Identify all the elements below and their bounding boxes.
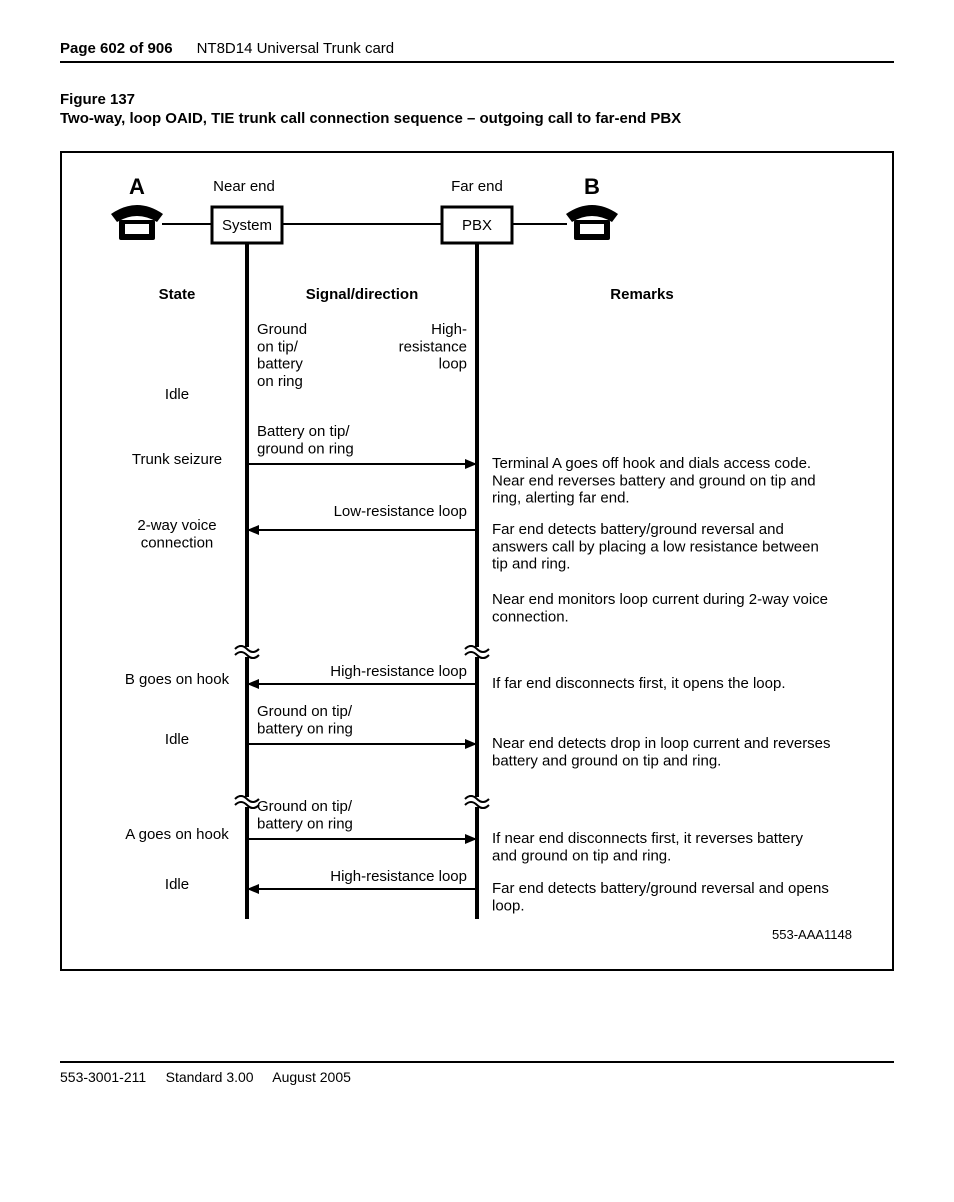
svg-text:Signal/direction: Signal/direction bbox=[306, 286, 419, 303]
svg-text:High-resistanceloop: High-resistanceloop bbox=[399, 321, 467, 373]
figure-caption: Two-way, loop OAID, TIE trunk call conne… bbox=[60, 110, 894, 127]
footer-standard: Standard 3.00 bbox=[166, 1069, 254, 1085]
svg-text:If near end disconnects first,: If near end disconnects first, it revers… bbox=[492, 830, 803, 864]
svg-text:If far end disconnects first,: If far end disconnects first, it opens t… bbox=[492, 675, 786, 692]
svg-text:Near end monitors loop current: Near end monitors loop current during 2-… bbox=[492, 591, 828, 625]
page-footer: 553-3001-211 Standard 3.00 August 2005 bbox=[60, 1061, 894, 1085]
svg-text:Idle: Idle bbox=[165, 876, 189, 893]
svg-text:System: System bbox=[222, 217, 272, 234]
svg-text:553-AAA1148: 553-AAA1148 bbox=[772, 927, 852, 942]
svg-text:Remarks: Remarks bbox=[610, 286, 673, 303]
footer-doc-id: 553-3001-211 bbox=[60, 1069, 146, 1085]
svg-text:Ground on tip/battery on ring: Ground on tip/battery on ring bbox=[257, 798, 353, 832]
svg-text:A: A bbox=[129, 174, 145, 199]
svg-text:Far end: Far end bbox=[451, 178, 503, 195]
svg-text:2-way voiceconnection: 2-way voiceconnection bbox=[137, 517, 216, 551]
sequence-diagram-frame: A B Near end Far end System PBX State Signal/di… bbox=[60, 151, 894, 971]
svg-text:Near end: Near end bbox=[213, 178, 275, 195]
svg-text:Low-resistance loop: Low-resistance loop bbox=[334, 503, 467, 520]
svg-text:Idle: Idle bbox=[165, 731, 189, 748]
svg-text:Idle: Idle bbox=[165, 386, 189, 403]
svg-text:Near end detects drop in loop: Near end detects drop in loop current an… bbox=[492, 735, 831, 769]
svg-text:Groundon tip/batteryon ring: Groundon tip/batteryon ring bbox=[257, 321, 307, 390]
svg-text:B goes on hook: B goes on hook bbox=[125, 671, 230, 688]
svg-text:State: State bbox=[159, 286, 196, 303]
svg-text:Far end detects battery/ground: Far end detects battery/ground reversal … bbox=[492, 880, 829, 914]
svg-text:Ground on tip/battery on ring: Ground on tip/battery on ring bbox=[257, 703, 353, 737]
svg-text:Far end detects battery/ground: Far end detects battery/ground reversal … bbox=[492, 521, 819, 573]
svg-text:PBX: PBX bbox=[462, 217, 492, 234]
sequence-diagram: A B Near end Far end System PBX State Signal/di… bbox=[82, 169, 872, 959]
svg-text:B: B bbox=[584, 174, 600, 199]
svg-text:A goes on hook: A goes on hook bbox=[125, 826, 229, 843]
svg-text:Terminal A goes off hook and d: Terminal A goes off hook and dials acces… bbox=[492, 455, 816, 507]
svg-text:High-resistance loop: High-resistance loop bbox=[330, 868, 467, 885]
page-header: Page 602 of 906 NT8D14 Universal Trunk c… bbox=[60, 40, 894, 63]
footer-date: August 2005 bbox=[272, 1069, 351, 1085]
figure-number: Figure 137 bbox=[60, 91, 894, 108]
doc-title: NT8D14 Universal Trunk card bbox=[197, 40, 395, 57]
svg-text:Trunk seizure: Trunk seizure bbox=[132, 451, 222, 468]
svg-text:High-resistance loop: High-resistance loop bbox=[330, 663, 467, 680]
svg-text:Battery on tip/ground on ring: Battery on tip/ground on ring bbox=[257, 423, 354, 457]
page-number: Page 602 of 906 bbox=[60, 40, 173, 57]
